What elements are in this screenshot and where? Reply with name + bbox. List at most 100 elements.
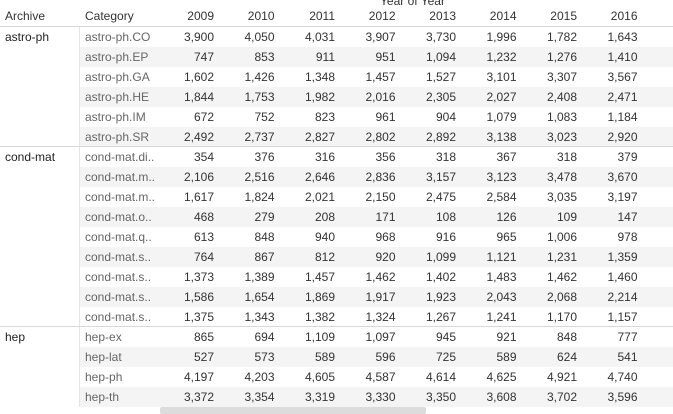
value-cell: 3,319 bbox=[304, 390, 335, 404]
category-cell: hep-th bbox=[85, 390, 120, 404]
value-cell: 3,596 bbox=[607, 390, 638, 404]
value-cell: 3,307 bbox=[546, 70, 577, 84]
value-cell: 2,150 bbox=[365, 190, 396, 204]
category-cell: astro-ph.CO bbox=[85, 30, 151, 44]
row-stripe bbox=[80, 287, 673, 307]
value-cell: 1,097 bbox=[365, 330, 396, 344]
scrollbar[interactable] bbox=[160, 407, 426, 414]
value-cell: 2,027 bbox=[486, 90, 517, 104]
value-cell: 1,231 bbox=[546, 250, 577, 264]
value-cell: 4,625 bbox=[486, 370, 517, 384]
value-cell: 1,241 bbox=[486, 310, 517, 324]
column-header: 2012 bbox=[368, 9, 396, 23]
value-cell: 376 bbox=[254, 150, 275, 164]
row-stripe bbox=[80, 347, 673, 367]
value-cell: 316 bbox=[314, 150, 335, 164]
category-cell: cond-mat.q.. bbox=[85, 230, 152, 244]
column-rule bbox=[79, 327, 80, 407]
value-cell: 951 bbox=[375, 50, 396, 64]
value-cell: 777 bbox=[617, 330, 638, 344]
value-cell: 764 bbox=[193, 250, 214, 264]
value-cell: 1,006 bbox=[546, 230, 577, 244]
group-rule bbox=[0, 326, 673, 327]
category-cell: astro-ph.EP bbox=[85, 50, 149, 64]
value-cell: 1,617 bbox=[183, 190, 214, 204]
value-cell: 4,740 bbox=[607, 370, 638, 384]
value-cell: 1,083 bbox=[546, 110, 577, 124]
header-rule bbox=[0, 26, 673, 27]
value-cell: 3,372 bbox=[183, 390, 214, 404]
column-rule bbox=[79, 27, 80, 147]
row-stripe bbox=[80, 387, 673, 407]
value-cell: 1,782 bbox=[546, 30, 577, 44]
value-cell: 1,527 bbox=[425, 70, 456, 84]
value-cell: 911 bbox=[315, 50, 335, 64]
value-cell: 1,402 bbox=[425, 270, 456, 284]
value-cell: 589 bbox=[496, 350, 517, 364]
value-cell: 848 bbox=[254, 230, 275, 244]
value-cell: 3,035 bbox=[546, 190, 577, 204]
value-cell: 1,462 bbox=[365, 270, 396, 284]
value-cell: 3,138 bbox=[486, 130, 517, 144]
value-cell: 3,478 bbox=[546, 170, 577, 184]
value-cell: 3,670 bbox=[607, 170, 638, 184]
value-cell: 2,584 bbox=[486, 190, 517, 204]
row-stripe bbox=[80, 47, 673, 67]
value-cell: 3,123 bbox=[486, 170, 517, 184]
value-cell: 2,106 bbox=[183, 170, 214, 184]
category-cell: cond-mat.s.. bbox=[85, 250, 152, 264]
value-cell: 279 bbox=[254, 210, 275, 224]
value-cell: 2,471 bbox=[607, 90, 638, 104]
value-cell: 1,099 bbox=[425, 250, 456, 264]
value-cell: 2,836 bbox=[365, 170, 396, 184]
value-cell: 208 bbox=[314, 210, 335, 224]
value-cell: 573 bbox=[254, 350, 275, 364]
column-header: Category bbox=[85, 9, 134, 23]
category-cell: astro-ph.SR bbox=[85, 130, 150, 144]
value-cell: 379 bbox=[617, 150, 638, 164]
value-cell: 752 bbox=[254, 110, 275, 124]
value-cell: 1,094 bbox=[425, 50, 456, 64]
value-cell: 356 bbox=[375, 150, 396, 164]
value-cell: 2,516 bbox=[244, 170, 275, 184]
value-cell: 1,109 bbox=[304, 330, 335, 344]
value-cell: 940 bbox=[314, 230, 335, 244]
value-cell: 1,373 bbox=[183, 270, 214, 284]
value-cell: 1,462 bbox=[546, 270, 577, 284]
value-cell: 853 bbox=[254, 50, 275, 64]
value-cell: 108 bbox=[435, 210, 456, 224]
value-cell: 1,923 bbox=[425, 290, 456, 304]
value-cell: 1,982 bbox=[304, 90, 335, 104]
category-cell: astro-ph.HE bbox=[85, 90, 150, 104]
column-header: 2010 bbox=[247, 9, 275, 23]
category-cell: cond-mat.di.. bbox=[85, 150, 155, 164]
value-cell: 2,214 bbox=[607, 290, 638, 304]
value-cell: 904 bbox=[435, 110, 456, 124]
value-cell: 3,900 bbox=[183, 30, 214, 44]
value-cell: 1,232 bbox=[486, 50, 517, 64]
column-header: 2016 bbox=[610, 9, 638, 23]
category-cell: hep-lat bbox=[85, 350, 122, 364]
value-cell: 848 bbox=[556, 330, 577, 344]
value-cell: 3,354 bbox=[244, 390, 275, 404]
value-cell: 2,021 bbox=[304, 190, 335, 204]
value-cell: 812 bbox=[314, 250, 335, 264]
value-cell: 1,348 bbox=[304, 70, 335, 84]
value-cell: 2,827 bbox=[304, 130, 335, 144]
category-cell: cond-mat.s.. bbox=[85, 290, 152, 304]
value-cell: 1,184 bbox=[607, 110, 638, 124]
value-cell: 1,382 bbox=[304, 310, 335, 324]
value-cell: 1,654 bbox=[244, 290, 275, 304]
value-cell: 2,646 bbox=[304, 170, 335, 184]
value-cell: 468 bbox=[193, 210, 214, 224]
value-cell: 4,921 bbox=[546, 370, 577, 384]
value-cell: 3,197 bbox=[607, 190, 638, 204]
category-cell: hep-ex bbox=[85, 330, 122, 344]
value-cell: 318 bbox=[556, 150, 577, 164]
value-cell: 1,869 bbox=[304, 290, 335, 304]
value-cell: 968 bbox=[375, 230, 396, 244]
category-cell: cond-mat.s.. bbox=[85, 270, 152, 284]
value-cell: 916 bbox=[435, 230, 456, 244]
value-cell: 1,457 bbox=[304, 270, 335, 284]
value-cell: 3,023 bbox=[546, 130, 577, 144]
